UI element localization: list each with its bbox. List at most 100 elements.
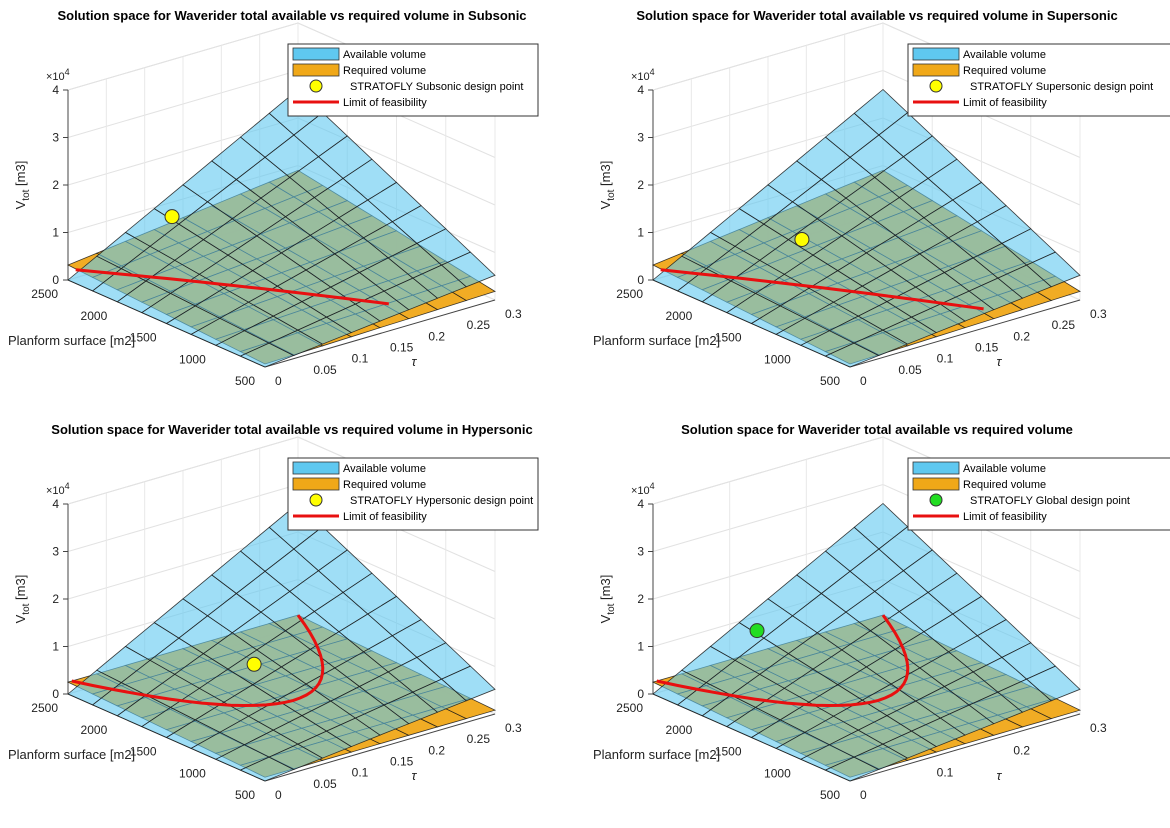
y-tick-label: 0.3	[1090, 721, 1107, 735]
legend: Available volume Required volume STRATOFLY…	[287, 43, 539, 117]
y-tick-label: 0	[860, 788, 867, 802]
y-tick-label: 0.3	[505, 721, 522, 735]
z-tick-label: 1	[637, 640, 644, 654]
z-tick-label: 3	[637, 545, 644, 559]
z-tick-label: 0	[52, 273, 59, 287]
limit-of-feasibility-line	[660, 268, 984, 311]
z-axis-label: Vtot [m3]	[13, 575, 32, 624]
z-exponent-power: 4	[650, 67, 655, 77]
z-tick-label: 1	[52, 226, 59, 240]
x-tick-label: 1000	[764, 766, 791, 780]
x-tick-label: 500	[235, 374, 255, 388]
y-tick-label: 0.05	[313, 777, 337, 791]
z-exponent-base: ×10	[631, 71, 650, 83]
z-tick-label: 3	[52, 545, 59, 559]
z-exponent: ×104	[46, 67, 70, 83]
legend-entry: STRATOFLY Subsonic design point	[350, 81, 523, 93]
legend-swatch	[292, 461, 340, 475]
y-tick-label: 0.25	[467, 732, 491, 746]
legend-entry: STRATOFLY Supersonic design point	[970, 81, 1153, 93]
legend-entry: STRATOFLY Global design point	[970, 495, 1130, 507]
z-exponent-power: 4	[650, 481, 655, 491]
x-tick-label: 1500	[715, 745, 742, 759]
legend-entry: STRATOFLY Hypersonic design point	[350, 495, 533, 507]
y-tick-label: 0.1	[352, 766, 369, 780]
x-tick-label: 2500	[616, 287, 643, 301]
z-label-unit-text: [m3]	[13, 575, 28, 600]
y-tick-label: 0.1	[937, 766, 954, 780]
x-tick-label: 1500	[130, 331, 157, 345]
y-tick-label: 0.15	[390, 341, 414, 355]
legend-swatch	[309, 79, 323, 93]
y-tick-label: 0	[275, 788, 282, 802]
z-label-sub: tot	[21, 189, 32, 200]
legend-swatch	[912, 477, 960, 491]
chart-title: Solution space for Waverider total avail…	[681, 422, 1073, 437]
design-point-marker	[246, 656, 262, 672]
legend-entry: Available volume	[963, 49, 1046, 61]
z-label-unit-text: [m3]	[598, 575, 613, 600]
legend-entry: Available volume	[343, 463, 426, 475]
chart-panel-4: Solution space for Waverider total avail…	[585, 414, 1170, 828]
x-tick-label: 2500	[31, 701, 58, 715]
y-axis-line	[264, 299, 496, 368]
x-tick-label: 2000	[81, 309, 108, 323]
legend-entry: Required volume	[963, 479, 1046, 491]
surface-cell	[1025, 251, 1081, 288]
z-label-sub: tot	[606, 603, 617, 614]
z-exponent-base: ×10	[46, 485, 65, 497]
x-tick-label: 1500	[130, 745, 157, 759]
x-tick-label: 2500	[616, 701, 643, 715]
limit-of-feasibility-line	[656, 614, 910, 708]
x-tick-label: 500	[820, 374, 840, 388]
legend-entry: Limit of feasibility	[343, 511, 427, 523]
z-exponent: ×104	[46, 481, 70, 497]
design-point-marker	[749, 623, 765, 639]
legend-swatch	[912, 63, 960, 77]
chart-panel-3: Solution space for Waverider total avail…	[0, 414, 585, 828]
y-tick-label: 0.15	[975, 341, 999, 355]
z-label-sub: tot	[606, 189, 617, 200]
z-tick-label: 2	[52, 592, 59, 606]
surface-chart: Solution space for Waverider total avail…	[593, 422, 1170, 802]
z-exponent-power: 4	[65, 481, 70, 491]
z-exponent-power: 4	[65, 67, 70, 77]
z-label-main: V	[13, 614, 28, 623]
legend: Available volume Required volume STRATOFLY…	[907, 457, 1170, 531]
z-label-main: V	[598, 200, 613, 209]
surface-chart: Solution space for Waverider total avail…	[8, 422, 539, 802]
y-axis-line	[849, 713, 1081, 782]
legend: Available volume Required volume STRATOFLY…	[907, 43, 1170, 117]
x-tick-label: 1500	[715, 331, 742, 345]
surface-cell	[1025, 665, 1081, 702]
y-tick-label: 0.1	[352, 352, 369, 366]
x-tick-label: 2500	[31, 287, 58, 301]
z-tick-label: 4	[637, 83, 644, 97]
x-tick-label: 500	[235, 788, 255, 802]
surface-chart: Solution space for Waverider total avail…	[8, 8, 539, 388]
legend-swatch	[292, 47, 340, 61]
chart-panel-1: Solution space for Waverider total avail…	[0, 0, 585, 414]
y-axis-line	[849, 299, 1081, 368]
x-axis-label: Planform surface [m2]	[593, 747, 720, 762]
legend-swatch	[292, 477, 340, 491]
y-tick-label: 0.15	[390, 755, 414, 769]
z-label-unit-text: [m3]	[13, 161, 28, 186]
surface-cell	[440, 251, 496, 288]
chart-title: Solution space for Waverider total avail…	[51, 422, 532, 437]
z-exponent-base: ×10	[631, 485, 650, 497]
z-label-main: V	[13, 200, 28, 209]
y-tick-label: 0.3	[1090, 307, 1107, 321]
x-tick-label: 2000	[81, 723, 108, 737]
z-label-unit-text: [m3]	[598, 161, 613, 186]
y-tick-label: 0.2	[1013, 329, 1030, 343]
z-axis-label: Vtot [m3]	[598, 575, 617, 624]
design-point-marker	[794, 231, 810, 247]
chart-title: Solution space for Waverider total avail…	[636, 8, 1117, 23]
legend-entry: Limit of feasibility	[963, 511, 1047, 523]
x-tick-label: 2000	[666, 309, 693, 323]
y-axis-label: τ	[412, 768, 418, 783]
legend-entry: Required volume	[343, 65, 426, 77]
z-tick-label: 3	[52, 131, 59, 145]
x-tick-label: 1000	[764, 352, 791, 366]
